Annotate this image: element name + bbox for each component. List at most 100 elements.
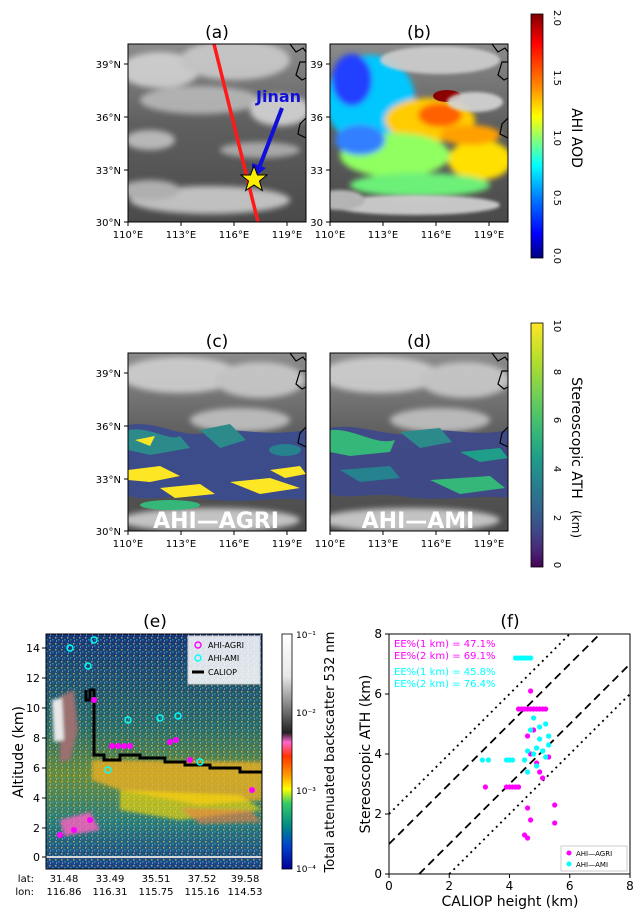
agri-markers: [57, 697, 255, 838]
xtick-113e: 113°E: [368, 230, 398, 241]
altitude-tick-0: 0: [33, 851, 40, 864]
ami-point: [531, 715, 537, 721]
curtain-legend: AHI-AGRI AHI-AMI CALIOP: [187, 635, 261, 685]
ami-point: [543, 754, 549, 760]
legend-ami: AHI—AMI: [576, 861, 608, 869]
ath-colorbar-label: Stereoscopic ATH: [568, 377, 584, 499]
xtick-119e: 119°E: [272, 230, 302, 241]
altitude-tick-6: 6: [33, 762, 40, 775]
agri-point: [527, 688, 534, 694]
bsc-tick-1e-3: 10⁻³: [296, 787, 316, 797]
panel-c-xticks: 110°E 113°E 116°E 119°E: [113, 531, 302, 550]
ytick-36: 36: [310, 113, 323, 124]
ami-point: [546, 733, 552, 739]
panel-a-yticks: 39°N 36°N 33°N 30°N: [96, 60, 128, 229]
backscatter-colorbar: 10⁻¹ 10⁻² 10⁻³ 10⁻⁴ Total attenuated bac…: [281, 631, 338, 875]
panel-d-xticks: 110°E 113°E 116°E 119°E: [315, 531, 504, 550]
ee-agri-2km: EE%(2 km) = 69.1%: [394, 651, 496, 662]
xtick-113e: 113°E: [166, 539, 196, 550]
ytick-36n: 36°N: [96, 422, 121, 433]
lat-tick-2: 35.51: [142, 874, 171, 885]
scatter-xtick: 6: [566, 879, 574, 893]
scatter-xtick: 2: [445, 879, 453, 893]
ath-tick-6: 6: [551, 417, 562, 423]
panel-b: (b): [310, 10, 584, 264]
xtick-110e: 110°E: [113, 539, 143, 550]
ee-ami-2km: EE%(2 km) = 76.4%: [394, 679, 496, 690]
ami-point: [540, 748, 546, 754]
panel-d-image: AHI—AMI: [330, 353, 508, 534]
ami-markers: [66, 636, 204, 774]
ath-tick-2: 2: [551, 515, 562, 521]
ami-point: [521, 757, 528, 763]
scatter-xtick: 8: [626, 879, 634, 893]
aod-tick-1-5: 1.5: [551, 70, 562, 86]
panel-d-label: (d): [407, 332, 431, 352]
panel-a-label: (a): [205, 23, 229, 43]
ytick-30: 30: [310, 218, 323, 229]
ami-point: [485, 757, 492, 763]
xtick-116e: 116°E: [219, 539, 249, 550]
panel-d: (d) AHI—AMI 110°E 113°E 116°E: [315, 320, 584, 569]
scatter-points: [479, 655, 558, 841]
curtain-ylabel: Altitude (km): [11, 706, 27, 798]
panel-c-yticks: 39°N 36°N 33°N 30°N: [96, 369, 128, 538]
ami-point: [527, 655, 534, 661]
altitude-tick-8: 8: [33, 732, 40, 745]
caliop-track: [212, 44, 260, 222]
reference-lines: [388, 633, 631, 875]
xtick-113e: 113°E: [166, 230, 196, 241]
panel-d-overlay: AHI—AMI: [362, 509, 475, 534]
lat-tick-3: 37.52: [188, 874, 217, 885]
ami-point: [534, 763, 540, 769]
ami-point: [524, 748, 531, 754]
scatter-ytick: 2: [374, 807, 382, 821]
bsc-tick-1e-4: 10⁻⁴: [296, 865, 316, 875]
ath-colorbar-unit: (km): [569, 510, 583, 538]
panel-a-xticks: 110°E 113°E 116°E 119°E: [113, 222, 302, 241]
xtick-116e: 116°E: [421, 539, 451, 550]
scatter-xtick: 0: [385, 879, 393, 893]
aod-colorbar: 2.0 1.5 1.0 0.5 0.0 AHI AOD: [530, 10, 584, 264]
ytick-36n: 36°N: [96, 113, 121, 124]
legend-agri: AHI—AGRI: [576, 850, 612, 858]
agri-point: [482, 784, 488, 790]
xtick-110e: 110°E: [315, 539, 345, 550]
xtick-110e: 110°E: [315, 230, 345, 241]
panel-b-image: [330, 44, 508, 222]
jinan-label: Jinan: [255, 87, 301, 106]
ami-point: [509, 757, 516, 763]
lat-tick-0: 31.48: [50, 874, 79, 885]
scatter-ytick: 4: [374, 747, 382, 761]
altitude-tick-4: 4: [33, 792, 40, 805]
altitude-tick-2: 2: [33, 822, 40, 835]
scatter-ylabel: Stereoscopic ATH (km): [358, 675, 374, 834]
ytick-33n: 33°N: [96, 475, 121, 486]
ami-point: [524, 769, 531, 775]
ee-agri-1km: EE%(1 km) = 47.1%: [394, 639, 496, 650]
panel-c-label: (c): [206, 332, 229, 352]
scatter-ytick: 6: [374, 687, 382, 701]
xtick-113e: 113°E: [368, 539, 398, 550]
panel-f: (f) 0 2 4 6 8 0 2 4 6 8 EE%(1 km) = 47.1% EE%(2 k…: [358, 612, 634, 910]
ami-point: [531, 751, 537, 757]
legend-agri: AHI-AGRI: [208, 641, 244, 650]
legend-ami: AHI-AMI: [208, 654, 239, 663]
ytick-39n: 39°N: [96, 369, 121, 380]
xtick-110e: 110°E: [113, 230, 143, 241]
ytick-30n: 30°N: [96, 527, 121, 538]
panel-b-yticks: 39 36 33 30: [310, 60, 330, 229]
altitude-tick-12: 12: [26, 672, 40, 685]
ami-point: [537, 736, 543, 742]
ytick-33n: 33°N: [96, 166, 121, 177]
scatter-xlabel: CALIOP height (km): [442, 894, 579, 910]
lat-tick-1: 33.49: [96, 874, 125, 885]
aod-tick-1-0: 1.0: [551, 130, 562, 146]
caliop-line: [84, 688, 262, 774]
ytick-33: 33: [310, 166, 323, 177]
aod-tick-2-0: 2.0: [551, 10, 562, 26]
lon-label: lon:: [15, 887, 34, 898]
xtick-116e: 116°E: [421, 230, 451, 241]
agri-point: [515, 706, 522, 712]
